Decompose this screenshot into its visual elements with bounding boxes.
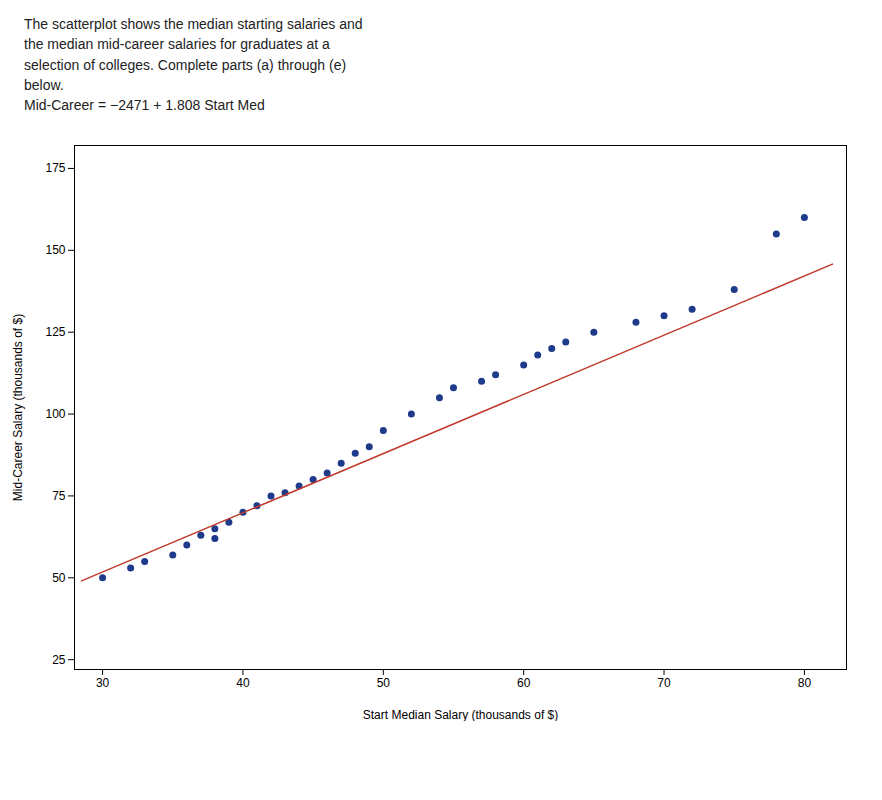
svg-text:50: 50 — [377, 677, 391, 691]
html-text:Mid-Career = −2471 + 1.808 Sta: Mid-Career = −2471 + 1.808 Start Med — [24, 97, 265, 114]
html-text:selection of colleges. Complet: selection of colleges. Complete parts (a… — [24, 56, 347, 73]
svg-text:150: 150 — [45, 244, 65, 258]
svg-text:Mid-Career Salary (thousands o: Mid-Career Salary (thousands of $) — [11, 314, 25, 501]
html-text:below.: below. — [24, 76, 64, 93]
svg-text:30: 30 — [96, 677, 110, 691]
svg-text:75: 75 — [52, 489, 66, 503]
svg-text:50: 50 — [52, 571, 66, 585]
svg-text:175: 175 — [45, 162, 65, 176]
svg-text:100: 100 — [45, 407, 65, 421]
svg-text:25: 25 — [52, 653, 66, 667]
svg-text:40: 40 — [236, 677, 250, 691]
svg-text:125: 125 — [45, 325, 65, 339]
svg-text:80: 80 — [798, 677, 812, 691]
svg-text:60: 60 — [517, 677, 531, 691]
svg-text:Start Median Salary (thousands: Start Median Salary (thousands of $) — [363, 708, 558, 722]
svg-text:70: 70 — [657, 677, 671, 691]
html-text:the median mid-career salaries: the median mid-career salaries for gradu… — [24, 36, 330, 53]
html-text:The scatterplot shows the medi: The scatterplot shows the median startin… — [24, 16, 363, 32]
